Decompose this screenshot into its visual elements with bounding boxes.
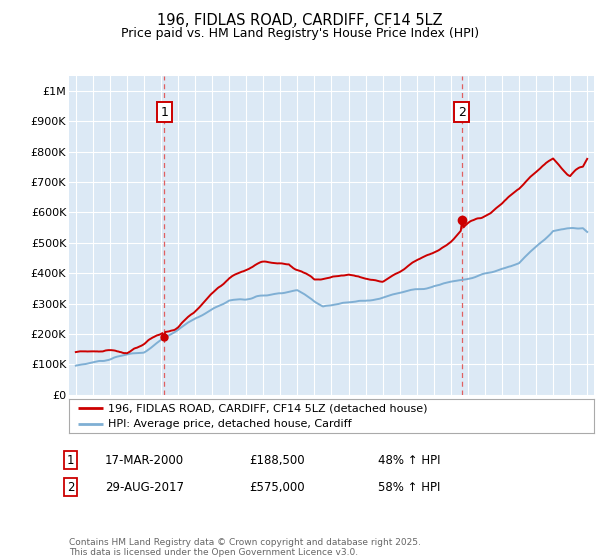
Text: 58% ↑ HPI: 58% ↑ HPI: [378, 480, 440, 494]
Text: £188,500: £188,500: [249, 454, 305, 467]
Text: 17-MAR-2000: 17-MAR-2000: [105, 454, 184, 467]
Text: 1: 1: [161, 106, 169, 119]
Text: 29-AUG-2017: 29-AUG-2017: [105, 480, 184, 494]
Text: Price paid vs. HM Land Registry's House Price Index (HPI): Price paid vs. HM Land Registry's House …: [121, 27, 479, 40]
Text: HPI: Average price, detached house, Cardiff: HPI: Average price, detached house, Card…: [109, 419, 352, 429]
Text: 1: 1: [67, 454, 74, 467]
Text: 2: 2: [67, 480, 74, 494]
Text: 2: 2: [458, 106, 466, 119]
Text: 196, FIDLAS ROAD, CARDIFF, CF14 5LZ (detached house): 196, FIDLAS ROAD, CARDIFF, CF14 5LZ (det…: [109, 403, 428, 413]
Text: Contains HM Land Registry data © Crown copyright and database right 2025.
This d: Contains HM Land Registry data © Crown c…: [69, 538, 421, 557]
Text: 48% ↑ HPI: 48% ↑ HPI: [378, 454, 440, 467]
Text: 196, FIDLAS ROAD, CARDIFF, CF14 5LZ: 196, FIDLAS ROAD, CARDIFF, CF14 5LZ: [157, 13, 443, 29]
Text: £575,000: £575,000: [249, 480, 305, 494]
